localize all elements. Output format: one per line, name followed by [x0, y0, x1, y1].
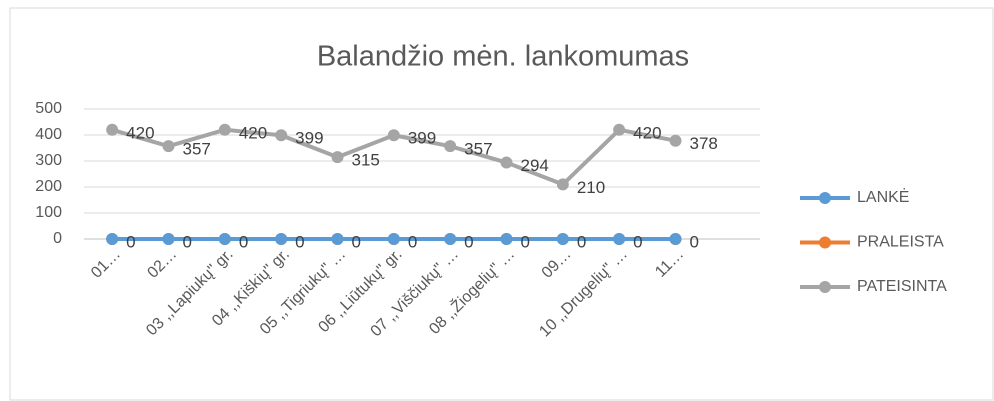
- data-label: 399: [295, 129, 323, 148]
- data-label: 0: [126, 232, 135, 251]
- data-label: 420: [239, 123, 267, 142]
- y-tick-label: 400: [35, 126, 62, 143]
- legend-marker: [819, 281, 831, 293]
- y-tick-label: 500: [35, 100, 62, 117]
- y-tick-label: 200: [35, 178, 62, 195]
- data-point: [444, 233, 457, 245]
- data-point: [218, 233, 231, 245]
- data-point: [613, 233, 626, 245]
- chart-title: Balandžio mėn. lankomumas: [317, 41, 689, 73]
- data-label: 0: [408, 232, 417, 251]
- data-label: 315: [352, 151, 380, 170]
- data-point: [387, 129, 400, 142]
- data-point: [106, 123, 119, 136]
- data-point: [218, 123, 231, 136]
- data-point: [106, 233, 119, 245]
- data-label: 420: [633, 123, 661, 142]
- y-tick-label: 100: [35, 204, 62, 221]
- data-label: 0: [577, 232, 586, 251]
- data-label: 0: [183, 232, 192, 251]
- data-point: [669, 134, 682, 147]
- y-tick-label: 300: [35, 152, 62, 169]
- legend-label: PRALEISTA: [857, 234, 944, 251]
- data-point: [613, 123, 626, 136]
- data-label: 294: [521, 156, 549, 175]
- data-label: 0: [352, 232, 361, 251]
- data-point: [331, 233, 344, 245]
- data-point: [556, 178, 569, 191]
- data-point: [162, 140, 175, 153]
- data-label: 357: [464, 140, 492, 159]
- y-tick-label: 0: [53, 230, 62, 247]
- data-point: [556, 233, 569, 245]
- data-label: 0: [521, 232, 530, 251]
- data-point: [162, 233, 175, 245]
- data-label: 399: [408, 129, 436, 148]
- legend-marker: [819, 192, 831, 204]
- data-label: 210: [577, 178, 605, 197]
- legend-label: PATEISINTA: [857, 278, 947, 295]
- legend-label: LANKĖ: [857, 187, 909, 206]
- data-label: 0: [633, 232, 642, 251]
- data-label: 378: [690, 134, 718, 153]
- data-point: [444, 140, 457, 153]
- legend-marker: [819, 236, 831, 249]
- data-point: [331, 151, 344, 164]
- data-point: [669, 233, 682, 245]
- data-label: 0: [239, 232, 248, 251]
- data-point: [275, 129, 288, 142]
- data-label: 420: [126, 123, 154, 142]
- data-point: [500, 156, 513, 169]
- data-label: 0: [464, 232, 473, 251]
- data-label: 0: [295, 232, 304, 251]
- data-point: [500, 233, 513, 245]
- data-label: 0: [690, 232, 699, 251]
- data-label: 357: [183, 140, 211, 159]
- data-point: [387, 233, 400, 245]
- chart-border: [9, 7, 994, 401]
- data-point: [275, 233, 288, 245]
